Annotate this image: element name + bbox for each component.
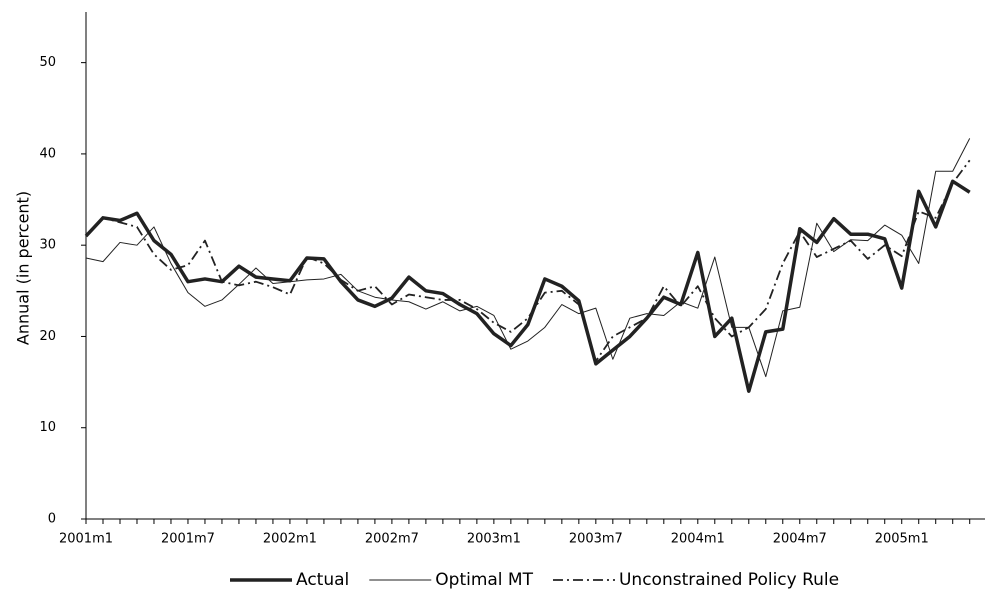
x-tick-label: 2003m7 (569, 532, 623, 547)
x-tick-label: 2002m7 (365, 532, 419, 547)
legend-label: Actual (296, 570, 349, 590)
y-tick-label: 50 (39, 55, 56, 70)
y-tick-label: 20 (39, 329, 56, 344)
legend-label: Unconstrained Policy Rule (619, 570, 839, 590)
legend: Actual Optimal MT Unconstrained Policy Rul… (230, 570, 839, 590)
x-tick-label: 2001m1 (59, 532, 113, 547)
legend-label: Optimal MT (435, 570, 533, 590)
x-tick-label: 2002m1 (263, 532, 317, 547)
x-tick-label: 2001m7 (161, 532, 215, 547)
x-tick-label: 2003m1 (467, 532, 521, 547)
x-tick-label: 2004m1 (671, 532, 725, 547)
y-tick-label: 40 (39, 146, 56, 161)
series-line (84, 179, 971, 393)
x-tick-label: 2005m1 (875, 532, 929, 547)
series-line (85, 159, 971, 362)
y-tick-label: 30 (39, 238, 56, 253)
x-tick-label: 2004m7 (773, 532, 827, 547)
y-axis-label: Annual (in percent) (14, 191, 33, 345)
y-tick-label: 0 (48, 512, 56, 527)
series-line (85, 138, 971, 378)
y-tick-label: 10 (39, 420, 56, 435)
